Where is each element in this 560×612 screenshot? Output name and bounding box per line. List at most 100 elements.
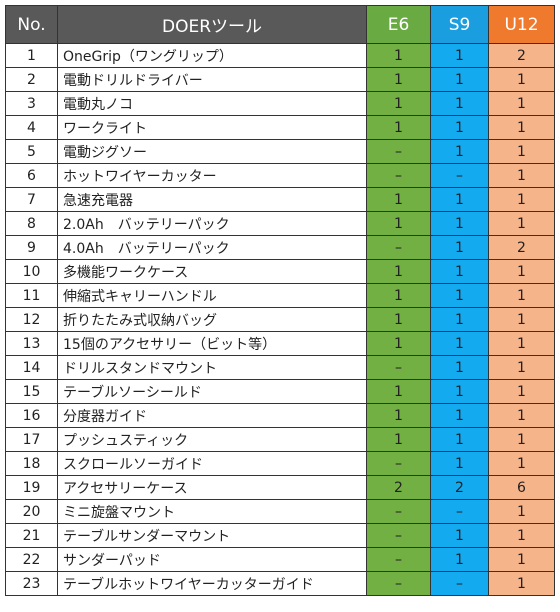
table-row: 10 多機能ワークケース 1 1 1: [5, 259, 555, 284]
table-cell: ホットワイヤーカッター: [57, 163, 367, 188]
table-cell: –: [366, 235, 431, 260]
table-cell: –: [366, 523, 431, 548]
table-cell: 1: [366, 283, 431, 308]
table-cell: –: [430, 571, 489, 596]
table-cell: 8: [5, 211, 58, 236]
table-cell: 1: [488, 211, 555, 236]
table-cell: サンダーパッド: [57, 547, 367, 572]
table-row: 21 テーブルサンダーマウント –1 1: [5, 523, 555, 548]
table-cell: –: [366, 139, 431, 164]
table-row: 12 折りたたみ式収納バッグ 1 1 1: [5, 307, 555, 332]
table-cell: 伸縮式キャリーハンドル: [57, 283, 367, 308]
table-row: 13 15個のアクセサリー（ビット等） 1 1 1: [5, 331, 555, 356]
table-row: 23 テーブルホットワイヤーカッターガイド – –1: [5, 571, 555, 596]
table-cell: 1: [430, 427, 489, 452]
table-cell: 1: [366, 331, 431, 356]
table-cell: 1: [430, 43, 489, 68]
table-cell: 2.0Ah バッテリーパック: [57, 211, 367, 236]
table-row: 18 スクロールソーガイド –1 1: [5, 451, 555, 476]
table-cell: 分度器ガイド: [57, 403, 367, 428]
table-cell: ワークライト: [57, 115, 367, 140]
header-cell: E6: [366, 5, 431, 44]
table-cell: 2: [488, 235, 555, 260]
table-cell: 1: [430, 139, 489, 164]
table-cell: 2: [366, 475, 431, 500]
table-cell: 1: [488, 499, 555, 524]
table-cell: 16: [5, 403, 58, 428]
table-cell: 多機能ワークケース: [57, 259, 367, 284]
table-cell: スクロールソーガイド: [57, 451, 367, 476]
table-row: 2 電動ドリルドライバー 1 1 1: [5, 67, 555, 92]
table-cell: 1: [488, 331, 555, 356]
table-row: 9 4.0Ah バッテリーパック –1 2: [5, 235, 555, 260]
table-cell: 1: [430, 379, 489, 404]
table-cell: ドリルスタンドマウント: [57, 355, 367, 380]
table-cell: 1: [430, 115, 489, 140]
header-cell: U12: [488, 5, 555, 44]
table-body: 1 OneGrip（ワングリップ） 1 1 2 2 電動ドリルドライバー 1 1 1 3 電動丸ノコ 1…: [5, 43, 555, 596]
table-cell: 1: [488, 67, 555, 92]
table-cell: –: [366, 451, 431, 476]
table-row: 1 OneGrip（ワングリップ） 1 1 2: [5, 43, 555, 68]
table-row: 4 ワークライト 1 1 1: [5, 115, 555, 140]
table-cell: –: [366, 499, 431, 524]
table-cell: 1: [366, 67, 431, 92]
table-cell: –: [366, 547, 431, 572]
table-cell: テーブルサンダーマウント: [57, 523, 367, 548]
table-cell: 15: [5, 379, 58, 404]
table-cell: 1: [430, 67, 489, 92]
table-cell: アクセサリーケース: [57, 475, 367, 500]
table-cell: 1: [488, 91, 555, 116]
table-row: 11 伸縮式キャリーハンドル 1 1 1: [5, 283, 555, 308]
table-cell: 1: [488, 379, 555, 404]
table-row: 22 サンダーパッド –1 1: [5, 547, 555, 572]
table-row: 6 ホットワイヤーカッター – –1: [5, 163, 555, 188]
table-cell: 2: [5, 67, 58, 92]
header-cell: DOERツール: [57, 5, 367, 44]
table-cell: –: [430, 163, 489, 188]
table-cell: 1: [366, 403, 431, 428]
table-cell: 1: [488, 187, 555, 212]
table-cell: 1: [488, 259, 555, 284]
tool-table: No. DOERツール E6 S9 U12 1 OneGrip（ワングリップ） 1 1 2 2 電動…: [5, 5, 555, 596]
table-row: 7 急速充電器 1 1 1: [5, 187, 555, 212]
table-cell: 1: [430, 211, 489, 236]
table-cell: 1: [488, 283, 555, 308]
table-cell: 1: [488, 451, 555, 476]
table-cell: 7: [5, 187, 58, 212]
table-cell: –: [366, 571, 431, 596]
table-cell: 1: [430, 283, 489, 308]
table-cell: 1: [488, 427, 555, 452]
table-cell: 1: [430, 187, 489, 212]
table-cell: 1: [5, 43, 58, 68]
table-cell: 1: [430, 307, 489, 332]
table-cell: 10: [5, 259, 58, 284]
table-cell: 1: [488, 403, 555, 428]
table-cell: 1: [488, 139, 555, 164]
table-cell: 1: [430, 523, 489, 548]
table-cell: 電動丸ノコ: [57, 91, 367, 116]
table-cell: 1: [430, 259, 489, 284]
table-cell: 18: [5, 451, 58, 476]
table-cell: テーブルソーシールド: [57, 379, 367, 404]
table-cell: 1: [488, 115, 555, 140]
table-cell: 9: [5, 235, 58, 260]
table-cell: 1: [430, 547, 489, 572]
table-cell: プッシュスティック: [57, 427, 367, 452]
table-row: 15 テーブルソーシールド 1 1 1: [5, 379, 555, 404]
table-cell: 11: [5, 283, 58, 308]
table-cell: 1: [366, 307, 431, 332]
table-cell: 23: [5, 571, 58, 596]
table-cell: 1: [430, 403, 489, 428]
table-cell: 13: [5, 331, 58, 356]
table-cell: 1: [430, 451, 489, 476]
table-cell: 4.0Ah バッテリーパック: [57, 235, 367, 260]
header-row: No. DOERツール E6 S9 U12: [5, 5, 555, 44]
table-cell: 1: [430, 91, 489, 116]
table-cell: 1: [488, 307, 555, 332]
table-cell: 1: [488, 355, 555, 380]
table-row: 17 プッシュスティック 1 1 1: [5, 427, 555, 452]
table-cell: 1: [430, 235, 489, 260]
table-cell: 6: [5, 163, 58, 188]
